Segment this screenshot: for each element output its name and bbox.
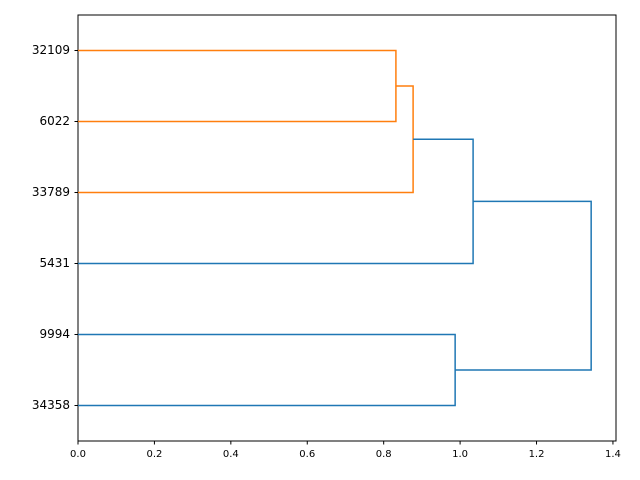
x-tick-label: 0.8	[376, 449, 392, 460]
x-tick-label: 0.6	[299, 449, 315, 460]
link	[78, 333, 456, 407]
leaf-label: 32109	[32, 43, 70, 57]
leaf-label: 33789	[32, 185, 70, 199]
leaf-label: 34358	[32, 398, 70, 412]
axes-frame	[77, 14, 617, 442]
x-tick-label: 1.2	[529, 449, 545, 460]
x-tick-label: 1.0	[452, 449, 468, 460]
x-tick-label: 0.4	[223, 449, 239, 460]
x-tick-label: 0.0	[70, 449, 86, 460]
leaf-label: 9994	[39, 327, 70, 341]
link	[455, 200, 592, 371]
leaf-label: 6022	[39, 114, 70, 128]
link	[78, 49, 397, 123]
link	[78, 85, 414, 194]
x-tick-label: 1.4	[605, 449, 621, 460]
x-tick-label: 0.2	[146, 449, 162, 460]
leaf-label: 5431	[39, 256, 70, 270]
